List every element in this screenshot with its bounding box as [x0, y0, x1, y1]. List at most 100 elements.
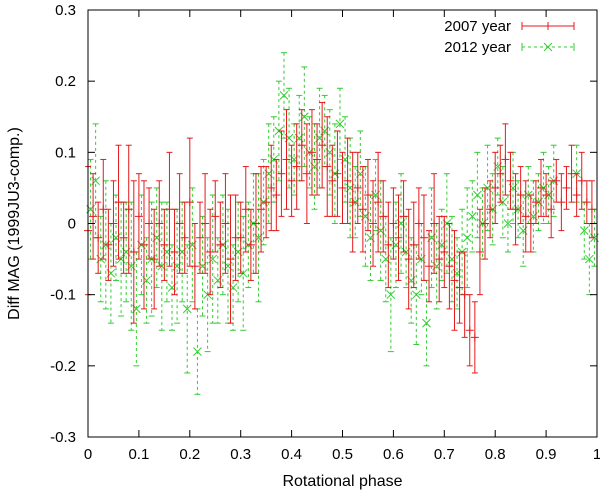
- data-point: [557, 198, 566, 207]
- data-point: [384, 240, 393, 249]
- data-point: [422, 318, 431, 328]
- data-point: [338, 183, 347, 192]
- data-point: [119, 233, 128, 242]
- data-point: [511, 205, 520, 214]
- data-point: [411, 290, 421, 300]
- data-point: [542, 191, 551, 200]
- legend-sample-2007: [521, 22, 575, 30]
- data-point: [430, 219, 439, 228]
- y-tick-label: -0.3: [50, 429, 76, 446]
- data-point: [185, 198, 194, 207]
- y-tick-label: 0.2: [55, 73, 76, 90]
- data-point: [267, 183, 276, 192]
- data-point: [503, 219, 513, 228]
- data-point: [129, 247, 138, 256]
- data-point: [282, 155, 291, 164]
- data-point: [335, 119, 345, 129]
- data-point: [348, 198, 357, 207]
- legend-marker: [543, 42, 553, 52]
- x-tick-label: 1: [593, 446, 600, 463]
- data-point: [506, 176, 515, 185]
- data-point: [481, 219, 490, 228]
- x-tick-label: 0.4: [281, 446, 302, 463]
- data-point: [409, 240, 418, 249]
- data-point: [516, 191, 525, 200]
- y-tick-label: -0.2: [50, 358, 76, 375]
- data-point: [328, 176, 337, 185]
- x-tick-label: 0.5: [332, 446, 353, 463]
- data-point: [195, 233, 204, 242]
- data-point: [277, 169, 286, 178]
- data-point: [585, 254, 594, 264]
- data-point: [579, 226, 589, 235]
- data-point: [134, 212, 143, 221]
- data-point: [462, 233, 472, 243]
- data-point: [470, 333, 479, 342]
- data-point: [445, 262, 454, 271]
- data-point: [562, 183, 571, 192]
- legend-marker: [544, 22, 552, 30]
- y-tick-label: 0.3: [55, 2, 76, 19]
- data-point: [547, 205, 556, 214]
- legend-sample-2012: [521, 42, 575, 52]
- data-point: [404, 255, 413, 264]
- data-point: [552, 176, 561, 185]
- data-point: [374, 198, 383, 207]
- data-point: [262, 198, 271, 207]
- data-point: [473, 190, 482, 200]
- data-point: [297, 141, 306, 150]
- data-point: [236, 233, 245, 242]
- x-tick-label: 0.9: [536, 446, 557, 463]
- x-tick-label: 0.6: [383, 446, 404, 463]
- data-point: [353, 183, 362, 192]
- data-point: [419, 233, 428, 242]
- data-point: [307, 148, 316, 157]
- data-point: [363, 191, 372, 200]
- data-point: [272, 191, 281, 200]
- data-point: [226, 255, 235, 264]
- data-point: [572, 191, 581, 200]
- data-point: [531, 198, 540, 207]
- data-point: [180, 233, 189, 242]
- x-tick-label: 0.7: [434, 446, 455, 463]
- data-point: [257, 205, 266, 214]
- data-point: [386, 290, 396, 300]
- x-tick-label: 0.3: [230, 446, 251, 463]
- data-point: [302, 169, 311, 178]
- data-point: [521, 212, 530, 221]
- data-point: [175, 219, 184, 228]
- data-point: [582, 198, 591, 207]
- x-tick-label: 0: [84, 446, 92, 463]
- data-point: [160, 240, 169, 249]
- data-point: [246, 240, 255, 249]
- data-point: [216, 240, 225, 249]
- data-point: [201, 219, 210, 228]
- data-point: [399, 212, 408, 221]
- data-point: [440, 247, 449, 256]
- data-point: [394, 233, 403, 242]
- data-point: [414, 219, 423, 228]
- data-point: [501, 155, 510, 164]
- data-point: [455, 283, 464, 292]
- data-point: [190, 262, 199, 271]
- data-point: [323, 162, 332, 171]
- y-axis-title: Diff MAG (1999JU3-comp.): [6, 127, 23, 320]
- data-point: [379, 212, 388, 221]
- data-point: [486, 205, 495, 214]
- data-point: [104, 240, 113, 249]
- x-tick-label: 0.8: [485, 446, 506, 463]
- data-point: [333, 169, 342, 178]
- data-point: [287, 176, 296, 185]
- data-point: [475, 247, 484, 256]
- data-point: [313, 155, 322, 164]
- data-point: [369, 219, 378, 228]
- data-point: [318, 141, 327, 150]
- x-tick-label: 0.1: [128, 446, 149, 463]
- data-point: [109, 219, 118, 228]
- data-point: [182, 304, 192, 314]
- data-point: [251, 219, 260, 228]
- data-point: [170, 247, 179, 256]
- data-point: [537, 183, 546, 192]
- legend: 2007 year 2012 year: [444, 18, 575, 56]
